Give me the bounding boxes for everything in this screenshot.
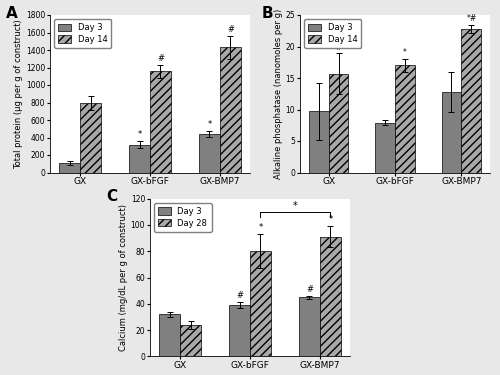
Text: #: #: [236, 291, 243, 300]
Bar: [59, 163, 80, 172]
Bar: [442, 92, 462, 172]
Text: #: #: [306, 285, 313, 294]
Legend: Day 3, Day 14: Day 3, Day 14: [54, 19, 112, 48]
Legend: Day 3, Day 14: Day 3, Day 14: [304, 19, 362, 48]
Bar: [199, 134, 220, 172]
Text: #: #: [336, 42, 342, 51]
Bar: [80, 102, 101, 172]
Text: C: C: [106, 189, 117, 204]
Bar: [150, 71, 171, 172]
Text: *: *: [258, 223, 262, 232]
Bar: [229, 305, 250, 356]
Text: A: A: [6, 6, 18, 21]
Bar: [180, 325, 201, 356]
Bar: [462, 29, 481, 172]
Bar: [159, 314, 180, 356]
Bar: [220, 47, 241, 172]
Bar: [308, 111, 328, 172]
Text: *: *: [208, 120, 212, 129]
Bar: [129, 144, 150, 172]
Text: #: #: [157, 54, 164, 63]
Bar: [250, 251, 271, 356]
Text: *: *: [293, 201, 298, 211]
Bar: [395, 65, 415, 172]
Text: *: *: [328, 215, 332, 224]
Y-axis label: Calcium (mg/dL per g of construct): Calcium (mg/dL per g of construct): [119, 204, 128, 351]
Text: *: *: [403, 48, 407, 57]
Text: *#: *#: [466, 14, 476, 23]
Y-axis label: Total protein (μg per g of construct): Total protein (μg per g of construct): [14, 19, 23, 169]
Text: *: *: [138, 130, 141, 139]
Legend: Day 3, Day 28: Day 3, Day 28: [154, 203, 212, 232]
Bar: [299, 297, 320, 356]
Bar: [375, 123, 395, 172]
Y-axis label: Alkaline phosphatase (nanomoles per g): Alkaline phosphatase (nanomoles per g): [274, 9, 282, 179]
Bar: [320, 237, 341, 356]
Text: B: B: [262, 6, 274, 21]
Bar: [328, 74, 348, 172]
Text: #: #: [227, 25, 234, 34]
